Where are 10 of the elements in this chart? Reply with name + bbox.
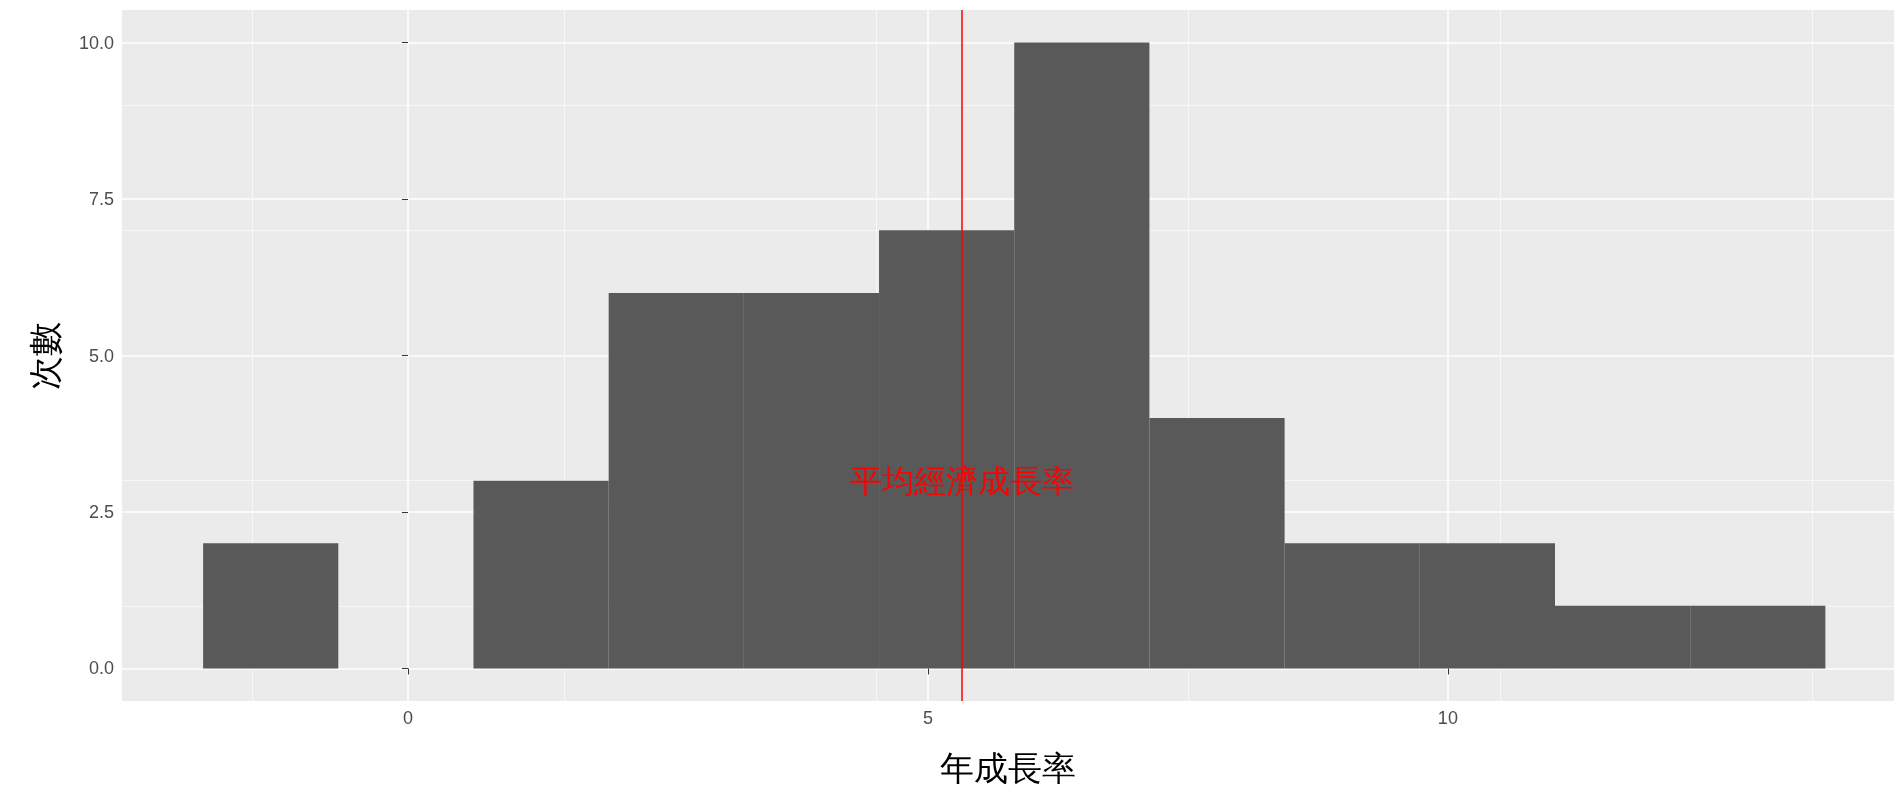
x-tick-label: 10: [1437, 708, 1458, 728]
y-axis-title: 次數: [25, 321, 65, 390]
y-tick-label: 5.0: [88, 345, 114, 366]
x-tick-label: 0: [402, 708, 413, 728]
x-tick-label: 5: [922, 708, 933, 728]
y-tick-label: 2.5: [88, 501, 114, 522]
y-tick-label: 0.0: [88, 658, 114, 679]
y-tick-label: 7.5: [88, 189, 114, 210]
x-axis-title: 年成長率: [940, 748, 1076, 788]
y-tick-label: 10.0: [78, 32, 114, 53]
